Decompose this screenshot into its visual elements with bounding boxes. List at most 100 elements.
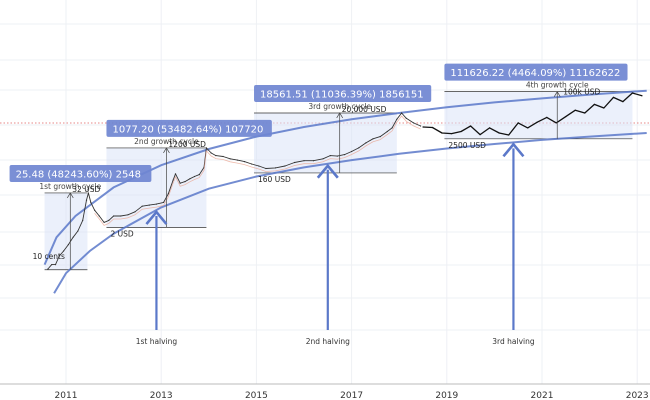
- projection-point: [527, 127, 529, 129]
- price-point: [293, 161, 296, 164]
- x-tick-label: 2013: [150, 391, 173, 400]
- price-point: [54, 264, 57, 266]
- price-point: [274, 167, 276, 169]
- projection-point: [431, 126, 434, 129]
- cycle-value-text: 18561.51 (11036.39%) 1856151: [260, 89, 424, 100]
- price-point: [179, 182, 181, 184]
- price-point: [312, 160, 315, 162]
- price-point: [108, 219, 110, 221]
- projection-point: [489, 127, 491, 129]
- cycle-value-text: 1077.20 (53482.64%) 107720: [112, 124, 263, 135]
- price-point: [103, 221, 105, 223]
- price-point: [67, 244, 69, 246]
- projection-point: [517, 122, 519, 124]
- price-point: [405, 117, 407, 119]
- projection-point: [603, 107, 605, 109]
- price-point: [113, 215, 115, 217]
- cycle-value-label: [106, 119, 272, 137]
- price-point: [167, 193, 169, 195]
- cycle-box: [106, 147, 207, 228]
- price-point: [94, 209, 96, 211]
- cycle-high-label: 32 USD: [72, 185, 100, 194]
- price-point: [236, 159, 238, 161]
- projection-point: [479, 134, 481, 136]
- halving-arrowhead: [145, 210, 168, 225]
- cycle-low-label: 2 USD: [110, 229, 133, 238]
- price-point: [98, 215, 100, 217]
- x-axis: 2011 2013 2015 2017 2019 2021 2023: [0, 383, 650, 400]
- price-point: [174, 173, 177, 175]
- projection-point: [441, 132, 443, 134]
- price-point: [412, 122, 415, 124]
- price-point: [343, 154, 346, 156]
- price-point: [82, 219, 84, 221]
- projection-point: [451, 133, 453, 135]
- cycle-high-label: 100k USD: [563, 88, 600, 97]
- price-point: [63, 250, 65, 252]
- cycle-title: 3rd growth cycle: [308, 102, 371, 111]
- halving-label: 2nd halving: [306, 337, 350, 346]
- x-tick-label: 2017: [340, 391, 363, 400]
- price-point: [258, 165, 260, 167]
- projection-point: [574, 109, 576, 111]
- halving-markers: 1st halving 2nd halving 3rd halving: [136, 142, 535, 346]
- price-point: [420, 125, 422, 127]
- cycle-value-text: 25.48 (48243.60%) 2548: [16, 169, 141, 180]
- projection-line: [422, 92, 643, 136]
- price-point: [172, 179, 174, 181]
- price-point: [351, 150, 353, 153]
- price-line: [47, 112, 421, 270]
- halving-arrowhead: [316, 163, 339, 179]
- price-point: [243, 161, 246, 163]
- projection-point: [584, 112, 586, 114]
- cycle-value-text: 111626.22 (4464.09%) 11162622: [450, 68, 620, 79]
- projection-point: [470, 125, 472, 127]
- price-point: [134, 211, 136, 213]
- projection-point: [546, 116, 548, 118]
- projection-point: [498, 132, 500, 134]
- cycle-box: [44, 192, 88, 270]
- halving-label: 3rd halving: [492, 337, 535, 346]
- cycle-low-label: 2500 USD: [448, 141, 486, 150]
- price-point: [85, 199, 88, 201]
- cycle-growth-arrowhead: [553, 90, 561, 97]
- price-point: [401, 112, 403, 114]
- price-point: [205, 147, 207, 149]
- price-point: [222, 155, 224, 158]
- price-point: [336, 155, 338, 157]
- channel-curves: [43, 89, 647, 294]
- projection-point: [536, 121, 538, 123]
- price-point: [148, 204, 150, 206]
- projection-point: [555, 122, 557, 124]
- cycle-value-label: [9, 164, 152, 182]
- halving-arrowhead: [502, 142, 525, 158]
- cycle-low-label: 10 cents: [33, 252, 65, 261]
- cycle-high-label: 1200 USD: [168, 140, 206, 149]
- cycle-title: 4th growth cycle: [526, 81, 589, 90]
- price-point: [229, 158, 231, 160]
- cycle-growth-arrowhead: [336, 112, 344, 119]
- price-point: [155, 203, 157, 205]
- projection-point: [622, 101, 624, 103]
- projection-point: [593, 103, 596, 105]
- price-point: [215, 155, 217, 157]
- price-point: [51, 264, 53, 266]
- price-point: [87, 192, 89, 194]
- price-point: [396, 118, 398, 120]
- price-point: [47, 268, 49, 270]
- price-point: [265, 167, 267, 170]
- price-point: [386, 130, 388, 133]
- projection-point: [641, 95, 643, 97]
- price-point: [365, 142, 367, 144]
- lower-channel-curve: [53, 132, 647, 294]
- cycle-growth-arrowhead: [66, 192, 74, 199]
- cycle-title: 1st growth cycle: [39, 182, 101, 191]
- x-tick-label: 2021: [531, 391, 554, 400]
- x-tick-label: 2019: [435, 391, 458, 400]
- price-point: [141, 205, 143, 207]
- price-point: [303, 160, 305, 162]
- price-point: [120, 215, 122, 217]
- price-point: [58, 255, 60, 257]
- x-tick-label: 2023: [626, 391, 649, 400]
